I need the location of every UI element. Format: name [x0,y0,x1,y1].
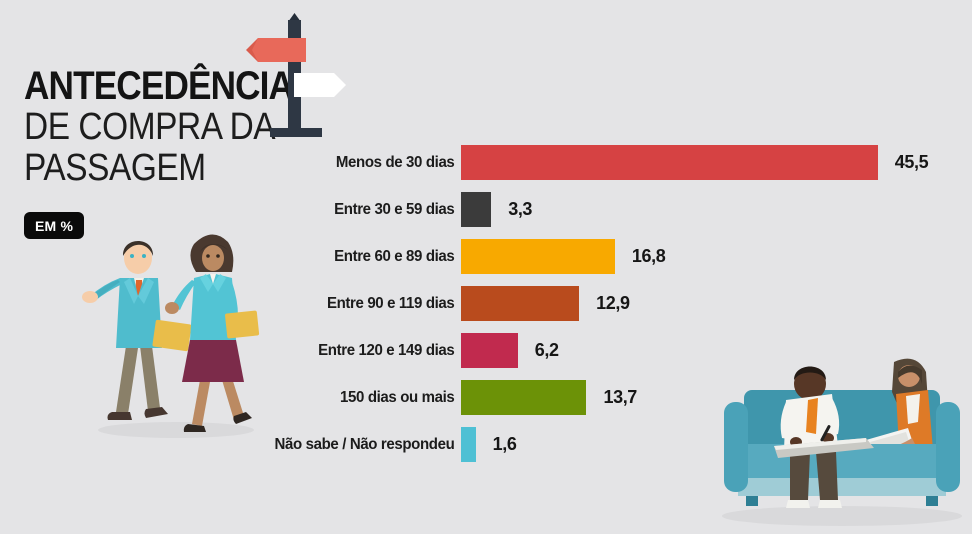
title-line-2: DE COMPRA DA [24,106,276,148]
title-line-1: ANTECEDÊNCIA [24,64,294,108]
two-business-people-walking-illustration [82,234,260,438]
couch-man [774,366,874,508]
bar [461,333,518,368]
bar-label: 150 dias ou mais [340,388,455,406]
signpost-icon [246,13,346,137]
page-title: ANTECEDÊNCIA DE COMPRA DA PASSAGEM [24,64,294,189]
chart-row: 150 dias ou mais 13,7 [0,380,972,415]
chart-row: Não sabe / Não respondeu 1,6 [0,427,972,462]
bar-value: 13,7 [603,387,637,407]
bar [461,380,587,415]
bar [461,145,878,180]
bar [461,427,476,462]
bar-label: Menos de 30 dias [335,153,455,171]
bar [461,192,492,227]
bar-chart: Menos de 30 dias 45,5 Entre 30 e 59 dias 3,… [0,145,972,462]
unit-badge: EM % [24,212,85,239]
bar-value: 12,9 [596,293,630,313]
two-people-on-couch-illustration [722,358,962,526]
chart-row: Entre 120 e 149 dias 6,2 [0,333,972,368]
bar-chart-rows: Menos de 30 dias 45,5 Entre 30 e 59 dias 3,… [0,145,972,462]
walking-woman [165,234,260,432]
bar-value: 1,6 [492,434,517,454]
bar-label: Entre 120 e 149 dias [318,341,455,359]
chart-row: Entre 30 e 59 dias 3,3 [0,192,972,227]
title-line-3: PASSAGEM [24,147,206,189]
chart-row: Menos de 30 dias 45,5 [0,145,972,180]
bar-label: Entre 30 e 59 dias [334,200,455,218]
bar-value: 45,5 [894,152,929,172]
walking-man [82,241,192,420]
bar-value: 16,8 [631,246,666,266]
bar [461,239,615,274]
bar-value: 6,2 [534,340,559,360]
chart-row: Entre 90 e 119 dias 12,9 [0,286,972,321]
chart-row: Entre 60 e 89 dias 16,8 [0,239,972,274]
bar-label: Entre 60 e 89 dias [334,247,455,265]
bar-label: Entre 90 e 119 dias [326,294,455,312]
bar-label: Não sabe / Não respondeu [274,435,455,453]
bar [461,286,580,321]
bar-value: 3,3 [508,199,533,219]
